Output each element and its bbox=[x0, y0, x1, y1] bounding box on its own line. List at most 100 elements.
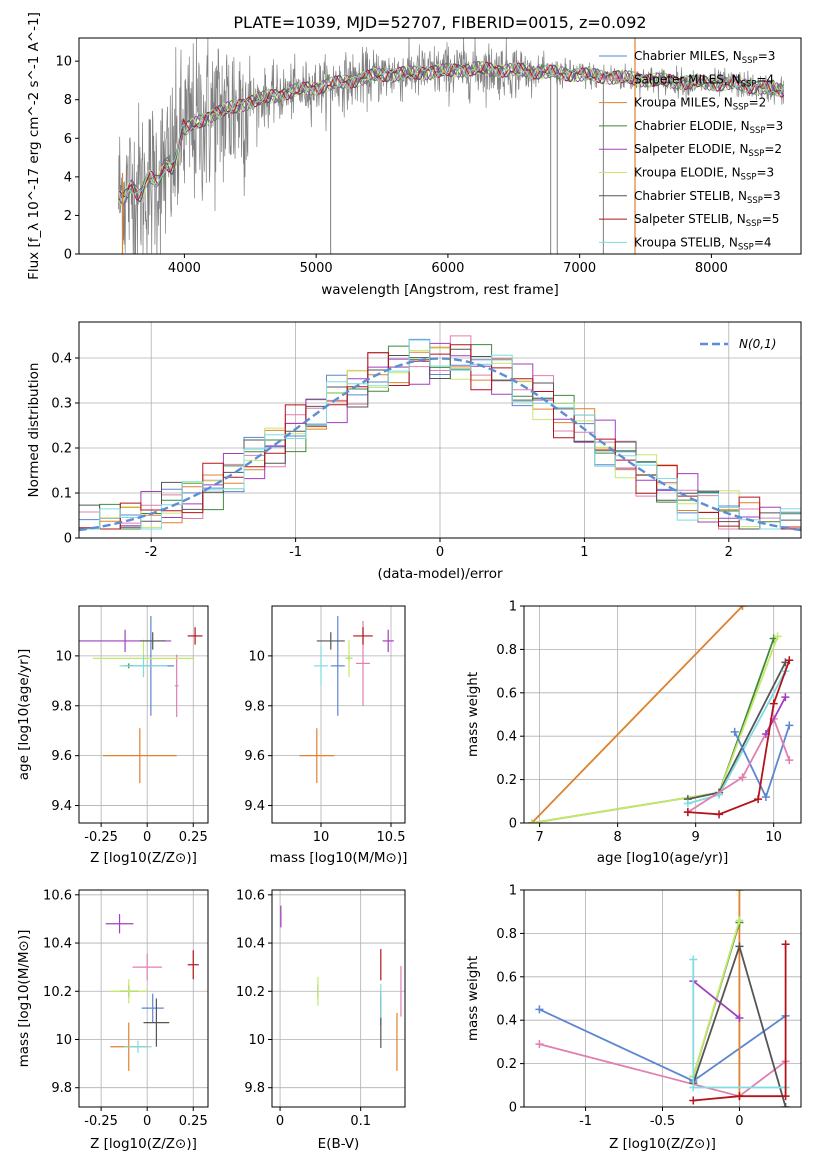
weight-point-marker bbox=[781, 1103, 790, 1107]
y-axis-label: mass [log10(M/M⊙)] bbox=[16, 930, 32, 1068]
y-tick-label: 1 bbox=[509, 600, 517, 615]
y-tick-label: 10 bbox=[248, 649, 265, 664]
weight-point-marker bbox=[773, 632, 782, 641]
legend-label-value: 2 bbox=[759, 96, 767, 110]
y-tick-label: 10.6 bbox=[43, 888, 72, 903]
x-axis-label: wavelength [Angstrom, rest frame] bbox=[321, 282, 559, 298]
weight-point-marker bbox=[738, 773, 747, 782]
y-tick-label: 10 bbox=[55, 649, 72, 664]
y-tick-label: 10 bbox=[55, 55, 72, 70]
x-axis-label: Z [log10(Z/Z⊙)] bbox=[90, 850, 197, 866]
legend-label-name: Chabrier ELODIE bbox=[634, 119, 733, 133]
y-tick-label: 1 bbox=[509, 884, 517, 899]
y-tick-label: 0.8 bbox=[496, 927, 517, 942]
x-tick-label: 10 bbox=[313, 830, 330, 845]
legend-label: Salpeter MILES, NSSP=4 bbox=[634, 72, 774, 89]
weight_vs_age-axes-frame bbox=[523, 605, 802, 824]
weight_vs_age-plot-area bbox=[527, 606, 794, 823]
legend-label-n: N bbox=[733, 49, 742, 63]
x-tick-label: 10 bbox=[765, 830, 782, 845]
weight-point-marker bbox=[781, 940, 790, 949]
x-tick-label: -1 bbox=[289, 545, 302, 560]
weight_vs_Z-frame: -1 -0.5 0 0 0.2 0.4 0.6 0.8 1 bbox=[496, 884, 802, 1129]
weight-point-marker bbox=[535, 1040, 544, 1049]
y-tick-label: 9.4 bbox=[51, 799, 72, 814]
legend-label-n: N bbox=[739, 142, 748, 156]
x-tick-label: -0.25 bbox=[84, 830, 118, 845]
y-tick-label: 0.6 bbox=[496, 686, 517, 701]
weight-point-marker bbox=[761, 792, 770, 801]
mass_vs_Z-plot-area bbox=[105, 914, 199, 1071]
x-tick-label: 4000 bbox=[168, 261, 201, 276]
weight-series-line bbox=[693, 944, 787, 1102]
x-tick-label: -0.5 bbox=[650, 1114, 675, 1129]
figure-title: PLATE=1039, MJD=52707, FIBERID=0015, z=0… bbox=[233, 13, 646, 32]
legend-label: Kroupa MILES, NSSP=2 bbox=[634, 96, 766, 113]
legend-label-name: Chabrier MILES bbox=[634, 49, 725, 63]
y-tick-label: 9.4 bbox=[244, 799, 265, 814]
legend-label-value: 2 bbox=[774, 142, 782, 156]
y-tick-label: 0.1 bbox=[51, 487, 72, 502]
legend-label-name: Kroupa MILES bbox=[634, 96, 716, 110]
legend-label: N(0,1) bbox=[739, 337, 776, 351]
age_vs_mass-plot-area bbox=[299, 615, 394, 784]
weight-point-marker bbox=[785, 756, 794, 765]
weight-point-marker bbox=[735, 1092, 744, 1101]
legend-label-value: 3 bbox=[776, 119, 784, 133]
x-axis-label: E(B-V) bbox=[318, 1136, 360, 1152]
weight-point-marker bbox=[527, 819, 536, 823]
y-tick-label: 4 bbox=[64, 170, 72, 185]
x-tick-label: 0 bbox=[276, 1114, 284, 1129]
y-tick-label: 0.4 bbox=[496, 730, 517, 745]
legend-label-value: 4 bbox=[764, 235, 772, 249]
x-axis-label: age [log10(age/yr)] bbox=[597, 850, 729, 866]
weight-point-marker bbox=[683, 799, 692, 808]
x-tick-label: 0 bbox=[143, 1114, 151, 1129]
x-tick-label: 7000 bbox=[563, 261, 596, 276]
weight_vs_age-panel: 7 8 9 10 0 0.2 0.4 0.6 0.8 1 age [log10(age/yr)] ma… bbox=[465, 600, 802, 866]
y-tick-label: 8 bbox=[64, 93, 72, 108]
weight-series-line bbox=[531, 638, 775, 823]
weight-point-marker bbox=[754, 795, 763, 804]
spectrum-axes-frame bbox=[78, 37, 802, 255]
weight_vs_age-frame: 7 8 9 10 0 0.2 0.4 0.6 0.8 1 bbox=[496, 600, 802, 845]
x-tick-label: 0 bbox=[143, 830, 151, 845]
model-spectrum-line bbox=[118, 61, 785, 201]
x-tick-label: 8 bbox=[613, 830, 621, 845]
x-tick-label: 0 bbox=[735, 1114, 743, 1129]
legend-label-name: Chabrier STELIB bbox=[634, 189, 730, 203]
legend-label-value: 3 bbox=[768, 49, 776, 63]
legend-label-n: N bbox=[724, 96, 733, 110]
legend-label-n: N bbox=[732, 166, 741, 180]
weight-series-line bbox=[692, 980, 740, 1019]
observed-spectrum-line bbox=[118, 38, 785, 254]
mass_vs_Z-frame: -0.25 0 0.25 9.8 10 10.2 10.4 10.6 bbox=[43, 888, 209, 1129]
weight-point-marker bbox=[730, 727, 739, 736]
y-tick-label: 0.4 bbox=[51, 352, 72, 367]
weight-point-marker bbox=[735, 1014, 744, 1023]
mass_vs_ebv-axes-frame bbox=[271, 889, 406, 1108]
residuals-panel: -2 -1 0 1 2 0 0.1 0.2 0.3 0.4 N(0,1) (data-model)/e… bbox=[26, 321, 802, 582]
x-tick-label: 1 bbox=[580, 545, 588, 560]
legend-label-sub: SSP bbox=[738, 242, 754, 252]
legend-label-sub: SSP bbox=[747, 196, 763, 206]
legend-label: Chabrier ELODIE, NSSP=3 bbox=[634, 119, 783, 136]
weight-point-marker bbox=[785, 656, 794, 665]
x-tick-label: 2 bbox=[725, 545, 733, 560]
spectrum-legend: Chabrier MILES, NSSP=3 Salpeter MILES, NS… bbox=[599, 49, 783, 252]
y-tick-label: 0.4 bbox=[496, 1014, 517, 1029]
age_vs_mass-frame: 10 10.5 9.4 9.6 9.8 10 bbox=[244, 605, 406, 845]
legend-label-n: N bbox=[729, 235, 738, 249]
residuals-frame: -2 -1 0 1 2 0 0.1 0.2 0.3 0.4 bbox=[51, 321, 802, 560]
weight-point-marker bbox=[535, 1005, 544, 1014]
x-tick-label: 6000 bbox=[431, 261, 464, 276]
y-tick-label: 9.8 bbox=[244, 1081, 265, 1096]
y-tick-label: 0 bbox=[509, 1101, 517, 1116]
legend-label-name: Salpeter ELODIE bbox=[634, 142, 732, 156]
y-tick-label: 9.8 bbox=[51, 1081, 72, 1096]
weight-point-marker bbox=[689, 1083, 698, 1092]
mass_vs_Z-axes-frame bbox=[78, 889, 209, 1108]
